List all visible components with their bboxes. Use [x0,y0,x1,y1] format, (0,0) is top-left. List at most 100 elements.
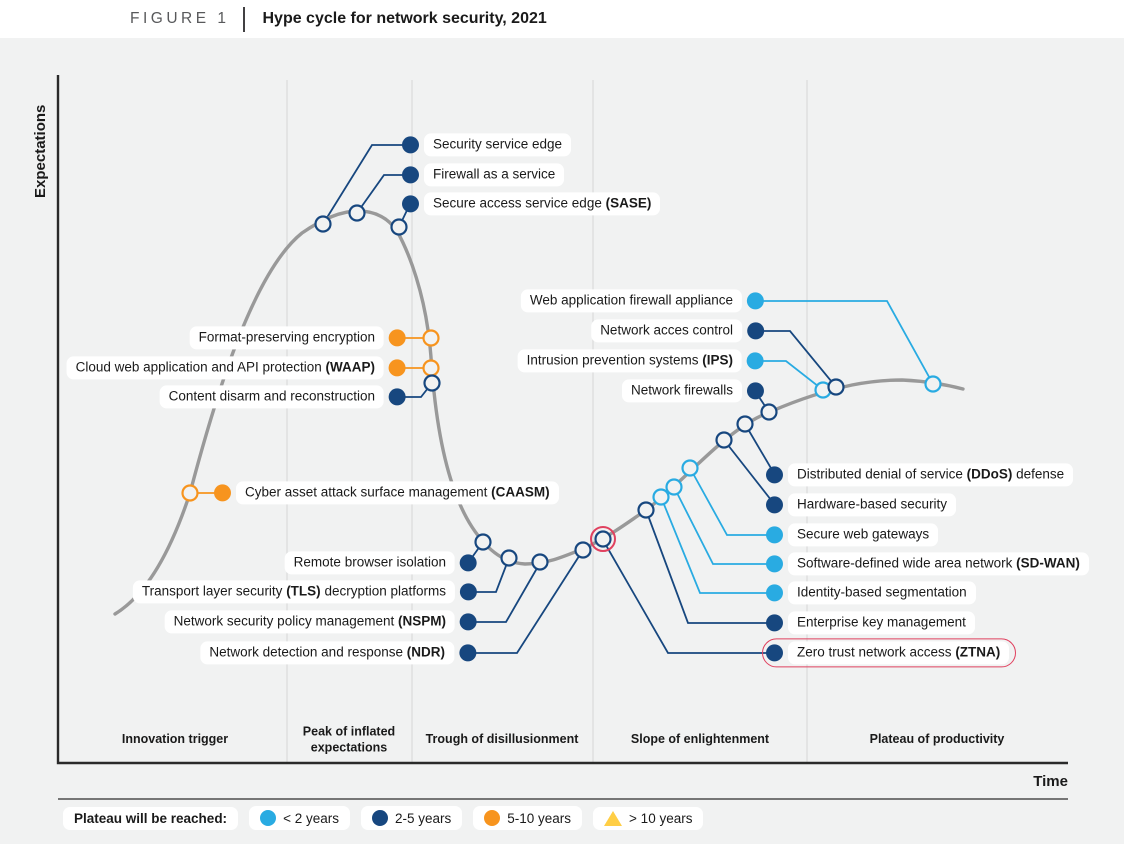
maturity-dot-2-5y [766,496,783,514]
leader-ndr [467,549,584,654]
marker-fpe [422,329,440,347]
marker-sase [390,218,408,236]
marker-caasm [181,484,199,502]
leader-sse [322,144,410,225]
maturity-dot-2-5y [766,614,783,632]
marker-nspm [531,553,549,571]
marker-cdr [423,374,441,392]
maturity-dot-2-5y [766,466,783,484]
marker-ddos [736,415,754,433]
legend-item-lt2y: < 2 years [249,806,350,830]
maturity-dot-5-10y [389,359,406,377]
figure-title: Hype cycle for network security, 2021 [262,10,547,27]
maturity-dot-2-5y [747,322,764,340]
tech-label-rbi: Remote browser isolation [284,551,477,575]
leader-nspm [468,562,541,623]
maturity-dot-2-5y [460,583,477,601]
tech-label-nfw: Network firewalls [621,379,764,403]
legend-item-5-10y: 5-10 years [473,806,583,830]
tech-label-caasm: Cyber asset attack surface management (C… [214,481,559,505]
marker-ibs [652,488,670,506]
2-5y-dot-icon [371,810,388,826]
tech-label-waap: Cloud web application and API protection… [66,356,406,380]
tech-label-ibs: Identity-based segmentation [766,581,976,605]
tech-label-ztna: Zero trust network access (ZTNA) [762,638,1017,668]
y-axis-label: Expectations [32,105,49,198]
lt2y-dot-icon [260,810,277,826]
maturity-dot-lt2y [747,292,764,310]
legend: Plateau will be reached: < 2 years 2-5 y… [63,806,704,830]
leader-tls [468,557,510,593]
header-divider [243,6,246,32]
tech-label-swg: Secure web gateways [766,523,939,547]
legend-title: Plateau will be reached: [63,806,239,830]
maturity-dot-2-5y [402,136,419,154]
marker-faas [348,204,366,222]
leader-ips [755,360,824,391]
maturity-dot-5-10y [214,484,231,502]
maturity-dot-2-5y [766,644,783,662]
marker-ztna [594,530,612,548]
hype-curve [113,209,965,616]
tech-label-faas: Firewall as a service [402,163,565,187]
maturity-dot-2-5y [459,644,476,662]
tech-label-nac: Network acces control [591,319,764,343]
ztna-highlight-ring [590,526,616,552]
leader-ekm [645,509,775,624]
marker-hbs [715,431,733,449]
maturity-dot-2-5y [402,195,419,213]
tech-label-sse: Security service edge [402,133,572,157]
leader-ztna [602,539,775,654]
tech-label-fpe: Format-preserving encryption [189,326,406,350]
maturity-dot-2-5y [402,166,419,184]
gt10y-triangle-icon [604,810,623,826]
marker-rbi [474,533,492,551]
marker-sse [314,215,332,233]
5-10y-dot-icon [484,810,501,826]
tech-label-ndr: Network detection and response (NDR) [200,641,476,665]
tech-label-tls: Transport layer security (TLS) decryptio… [132,580,477,604]
leader-wafa [755,300,934,385]
maturity-dot-2-5y [460,554,477,572]
leader-nac [755,330,837,388]
marker-nfw [760,403,778,421]
marker-ndr [574,541,592,559]
maturity-dot-lt2y [766,526,783,544]
maturity-dot-2-5y [389,388,406,406]
tech-label-hbs: Hardware-based security [766,493,957,517]
tech-label-ddos: Distributed denial of service (DDoS) def… [766,463,1074,487]
phase-label-plateau: Plateau of productivity [869,732,1005,747]
phase-label-slope: Slope of enlightenment [630,732,770,747]
tech-label-cdr: Content disarm and reconstruction [159,385,406,409]
maturity-dot-2-5y [460,613,477,631]
tech-label-sase: Secure access service edge (SASE) [402,192,661,216]
leader-sdwan [673,486,775,565]
leader-swg [689,467,775,536]
figure-header: FIGURE 1 Hype cycle for network security… [0,0,1124,38]
leader-hbs [723,439,776,506]
tech-label-nspm: Network security policy management (NSPM… [164,610,477,634]
marker-swg [681,459,699,477]
marker-sdwan [665,478,683,496]
legend-item-2-5y: 2-5 years [360,806,463,830]
maturity-dot-5-10y [389,329,406,347]
leader-faas [356,174,410,214]
maturity-dot-2-5y [747,382,764,400]
phase-label-trough: Trough of disillusionment [425,732,579,747]
maturity-dot-lt2y [766,584,783,602]
axes [56,75,1068,765]
marker-ekm [637,501,655,519]
figure-number-label: FIGURE 1 [130,10,230,27]
phase-label-peak: Peak of inflated expectations [302,724,396,754]
tech-label-ips: Intrusion prevention systems (IPS) [517,349,764,373]
marker-nac [827,378,845,396]
marker-tls [500,549,518,567]
tech-label-ekm: Enterprise key management [766,611,975,635]
maturity-dot-lt2y [747,352,764,370]
tech-label-wafa: Web application firewall appliance [520,289,764,313]
maturity-dot-lt2y [766,555,783,573]
leader-ibs [660,496,775,594]
marker-wafa [924,375,942,393]
